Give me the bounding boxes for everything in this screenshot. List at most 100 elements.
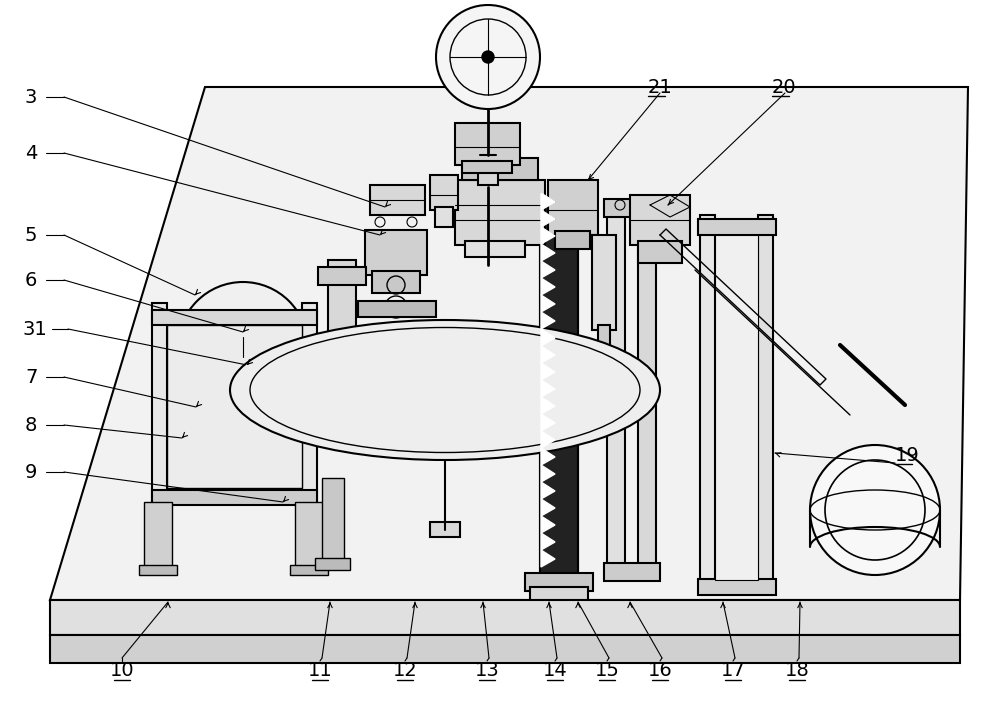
Bar	[478, 165, 498, 185]
Bar	[318, 267, 366, 285]
Circle shape	[482, 51, 494, 63]
Bar	[607, 202, 625, 577]
Bar	[470, 174, 506, 187]
Text: 9: 9	[25, 463, 37, 481]
Text: 16: 16	[648, 661, 672, 681]
Circle shape	[436, 5, 540, 109]
Bar	[465, 241, 525, 257]
Text: 10: 10	[110, 661, 134, 681]
Bar	[328, 260, 356, 345]
Bar	[290, 565, 328, 575]
Text: 21: 21	[648, 78, 673, 96]
Text: 19: 19	[895, 445, 920, 465]
Polygon shape	[541, 550, 555, 567]
Bar	[295, 502, 323, 570]
Circle shape	[233, 337, 253, 357]
Circle shape	[178, 282, 308, 412]
Text: 11: 11	[308, 661, 332, 681]
Polygon shape	[541, 397, 555, 414]
Polygon shape	[541, 244, 555, 261]
Polygon shape	[541, 448, 555, 465]
Polygon shape	[541, 431, 555, 448]
Bar	[758, 215, 773, 590]
Bar	[604, 563, 660, 581]
Bar	[474, 153, 502, 177]
Polygon shape	[541, 193, 555, 210]
Bar	[455, 180, 545, 245]
Bar	[430, 522, 460, 537]
Bar	[435, 207, 453, 227]
Text: 8: 8	[25, 415, 37, 434]
Bar	[700, 215, 715, 590]
Polygon shape	[541, 312, 555, 329]
Text: 17: 17	[721, 661, 745, 681]
Polygon shape	[50, 600, 960, 635]
Bar	[462, 161, 512, 173]
Ellipse shape	[230, 320, 660, 460]
Polygon shape	[541, 346, 555, 363]
Polygon shape	[541, 516, 555, 533]
Bar	[555, 231, 590, 249]
Bar	[152, 310, 317, 325]
Text: 20: 20	[772, 78, 797, 96]
Bar	[630, 195, 690, 245]
Text: 7: 7	[25, 368, 37, 386]
Bar	[518, 621, 600, 635]
Bar	[372, 271, 420, 293]
Text: 5: 5	[25, 225, 38, 244]
Text: 13: 13	[475, 661, 499, 681]
Polygon shape	[541, 261, 555, 278]
Polygon shape	[541, 363, 555, 380]
Bar	[715, 235, 758, 580]
Bar	[638, 202, 656, 577]
Bar	[365, 230, 427, 275]
Bar	[152, 490, 317, 505]
Bar	[698, 579, 776, 595]
Text: 6: 6	[25, 270, 37, 289]
Polygon shape	[50, 635, 960, 663]
Bar	[462, 158, 538, 180]
Bar	[548, 180, 598, 235]
Text: 18: 18	[785, 661, 809, 681]
Bar	[302, 303, 317, 503]
Polygon shape	[541, 329, 555, 346]
Bar	[525, 573, 593, 591]
Polygon shape	[541, 465, 555, 482]
Text: 3: 3	[25, 88, 37, 107]
Text: 14: 14	[543, 661, 567, 681]
Bar	[604, 199, 660, 217]
Bar	[152, 303, 167, 503]
Text: 15: 15	[595, 661, 619, 681]
Text: 31: 31	[22, 320, 47, 339]
Polygon shape	[541, 499, 555, 516]
Bar	[530, 587, 588, 607]
Polygon shape	[541, 210, 555, 227]
Bar	[358, 301, 436, 317]
Bar	[370, 185, 425, 215]
Bar	[167, 325, 302, 488]
Polygon shape	[541, 380, 555, 397]
Text: 4: 4	[25, 144, 37, 162]
Polygon shape	[541, 482, 555, 499]
Bar	[144, 502, 172, 570]
Text: 12: 12	[393, 661, 417, 681]
Circle shape	[810, 445, 940, 575]
Polygon shape	[541, 533, 555, 550]
Bar	[698, 219, 776, 235]
Bar	[638, 241, 682, 263]
Bar	[540, 197, 578, 577]
Bar	[315, 558, 350, 570]
Bar	[455, 123, 520, 165]
Bar	[598, 325, 610, 355]
Polygon shape	[541, 295, 555, 312]
Bar	[430, 175, 458, 210]
Polygon shape	[541, 414, 555, 431]
Bar	[139, 565, 177, 575]
Bar	[592, 235, 616, 330]
Polygon shape	[541, 278, 555, 295]
Polygon shape	[50, 87, 968, 600]
Bar	[540, 197, 578, 577]
Bar	[322, 478, 344, 563]
Polygon shape	[541, 227, 555, 244]
Bar	[522, 603, 596, 625]
